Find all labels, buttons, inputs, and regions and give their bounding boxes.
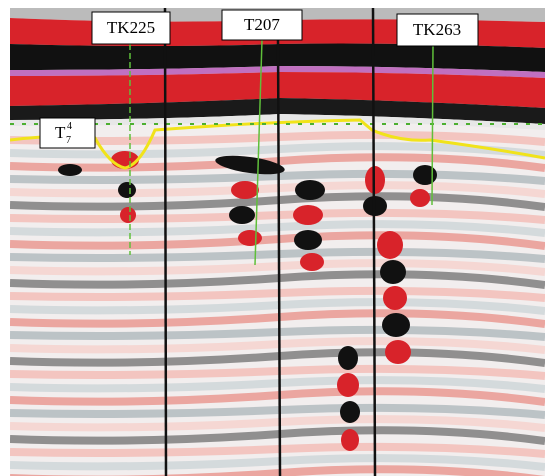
horizon-name: T <box>55 123 66 142</box>
well-label: TK263 <box>397 14 478 46</box>
seismic-image <box>10 8 545 476</box>
horizon-label: T 7 4 <box>40 118 95 148</box>
well-name: TK263 <box>413 20 461 39</box>
horizon-subscript: 7 <box>66 135 71 146</box>
horizon-superscript: 4 <box>67 121 72 132</box>
well-label: TK225 <box>92 12 170 44</box>
well-name: TK225 <box>107 18 155 37</box>
well-label: T207 <box>222 10 302 40</box>
seismic-section: TK225 T207 TK263 T 7 4 <box>0 0 553 476</box>
well-name: T207 <box>244 15 280 34</box>
